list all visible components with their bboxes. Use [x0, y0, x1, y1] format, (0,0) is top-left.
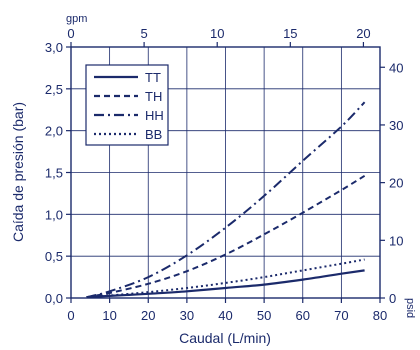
x-tick-label: 60: [296, 308, 310, 323]
right-tick-label: 40: [389, 60, 403, 75]
legend-label-th: TH: [145, 89, 162, 104]
x-tick-label: 0: [67, 308, 74, 323]
top-axis-label: gpm: [66, 13, 87, 25]
right-tick-label: 30: [389, 118, 403, 133]
right-tick-label: 20: [389, 176, 403, 191]
top-tick-label: 0: [67, 26, 74, 41]
series-layer: [86, 101, 366, 299]
y-tick-label: 0,0: [45, 291, 63, 306]
top-tick-label: 20: [356, 26, 370, 41]
x-tick-label: 10: [102, 308, 116, 323]
legend: TT TH HH BB: [85, 64, 169, 146]
y-tick-label: 2,5: [45, 82, 63, 97]
y-axis-label: Caída de presión (bar): [10, 102, 26, 242]
y-tick-label: 1,0: [45, 207, 63, 222]
x-tick-label: 40: [218, 308, 232, 323]
series-line-bb: [86, 258, 365, 299]
legend-box: [85, 64, 169, 146]
y-tick-label: 1,5: [45, 166, 63, 181]
x-tick-label: 50: [257, 308, 271, 323]
x-tick-label: 80: [373, 308, 387, 323]
top-tick-label: 15: [283, 26, 297, 41]
series-line-hh: [86, 101, 366, 299]
y-tick-label: 3,0: [45, 40, 63, 55]
top-tick-label: 10: [210, 26, 224, 41]
series-line-tt: [86, 269, 365, 299]
right-tick-label: 0: [389, 291, 396, 306]
tick-layer: 0 10 20 30 40 50 60 70 800,00,51,01,52,02,53,00 5…: [45, 26, 404, 323]
legend-label-hh: HH: [145, 108, 164, 123]
top-tick-label: 5: [140, 26, 147, 41]
legend-label-bb: BB: [145, 127, 162, 142]
right-tick-label: 10: [389, 233, 403, 248]
series-line-th: [86, 174, 366, 299]
x-tick-label: 30: [180, 308, 194, 323]
x-axis-label: Caudal (L/min): [179, 330, 271, 346]
x-tick-label: 70: [334, 308, 348, 323]
x-tick-label: 20: [141, 308, 155, 323]
legend-label-tt: TT: [145, 70, 161, 85]
right-axis-label: psid: [404, 298, 416, 318]
legend-items: TT TH HH BB: [94, 70, 164, 142]
y-tick-label: 2,0: [45, 124, 63, 139]
y-tick-label: 0,5: [45, 249, 63, 264]
